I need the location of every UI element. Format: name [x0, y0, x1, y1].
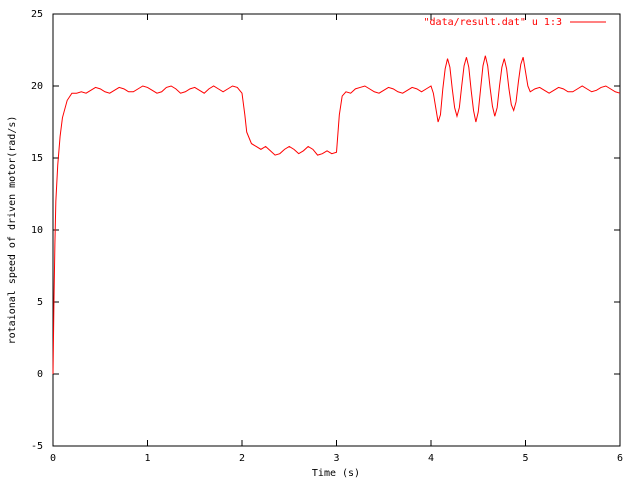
y-tick-label: 15 — [31, 153, 43, 164]
y-tick-label: 20 — [31, 81, 43, 92]
x-tick-label: 3 — [333, 453, 339, 464]
legend-label: "data/result.dat" u 1:3 — [424, 17, 562, 28]
x-tick-label: 1 — [144, 453, 150, 464]
x-axis-label: Time (s) — [312, 468, 360, 479]
plot-border — [52, 13, 621, 447]
y-axis-label: rotaional speed of driven motor(rad/s) — [7, 116, 18, 345]
x-tick-label: 5 — [522, 453, 528, 464]
x-tick-label: 6 — [617, 453, 623, 464]
x-tick-label: 4 — [428, 453, 434, 464]
y-tick-label: 0 — [37, 369, 43, 380]
data-line — [52, 55, 621, 375]
y-tick-label: 10 — [31, 225, 43, 236]
x-tick-label: 2 — [239, 453, 245, 464]
y-tick-label: -5 — [31, 441, 43, 452]
y-tick-label: 5 — [37, 297, 43, 308]
y-tick-label: 25 — [31, 9, 43, 20]
x-tick-label: 0 — [50, 453, 56, 464]
